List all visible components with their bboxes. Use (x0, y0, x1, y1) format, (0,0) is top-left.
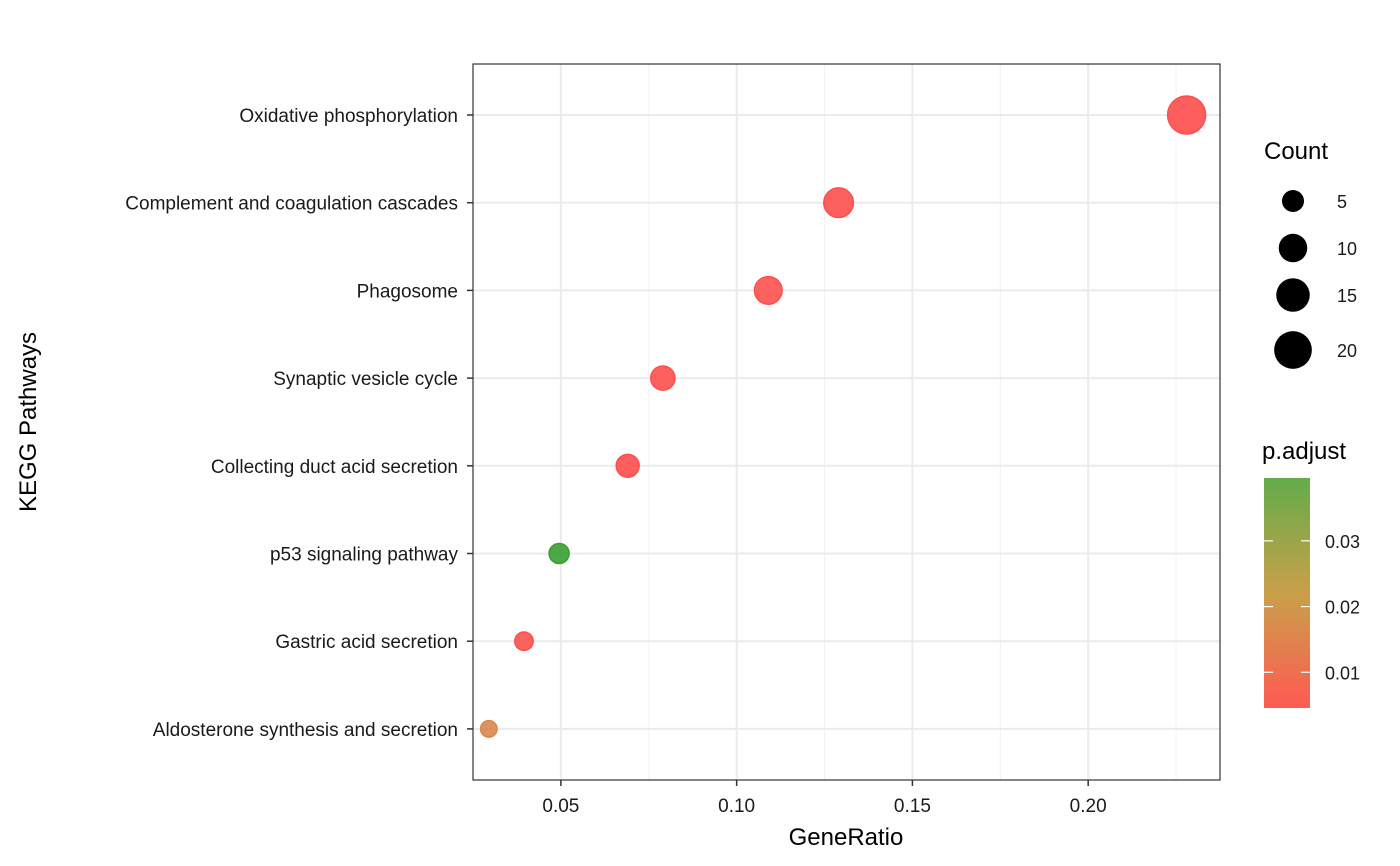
data-point (753, 275, 783, 305)
count-legend-label: 10 (1337, 239, 1357, 259)
data-point (548, 542, 570, 565)
y-axis-title: KEGG Pathways (15, 332, 42, 512)
y-tick-label: Oxidative phosphorylation (239, 106, 458, 127)
count-legend-label: 15 (1337, 286, 1357, 306)
y-tick-label: Phagosome (357, 281, 458, 302)
y-tick-label: Gastric acid secretion (275, 632, 458, 653)
data-point (649, 365, 676, 391)
y-axis: Oxidative phosphorylation Complement and … (125, 106, 473, 741)
p-adjust-legend-label: 0.01 (1325, 663, 1360, 683)
x-axis-title: GeneRatio (789, 824, 904, 851)
x-tick-label: 0.10 (718, 796, 755, 817)
count-legend-key (1274, 331, 1312, 369)
count-legend-label: 5 (1337, 192, 1347, 212)
p-adjust-legend-label: 0.03 (1325, 532, 1360, 552)
y-tick-label: Collecting duct acid secretion (211, 457, 458, 478)
count-legend-title: Count (1264, 138, 1328, 165)
p-adjust-legend: p.adjust 0.01 0.02 0.03 (1262, 438, 1360, 708)
data-point (514, 631, 534, 652)
panel-border (472, 63, 1221, 781)
data-point (823, 187, 855, 219)
y-tick-label: Synaptic vesicle cycle (273, 369, 458, 390)
p-adjust-colorbar (1264, 478, 1310, 708)
count-legend-label: 20 (1337, 341, 1357, 361)
y-tick-label: Complement and coagulation cascades (125, 194, 458, 215)
x-axis: 0.05 0.10 0.15 0.20 (542, 780, 1107, 817)
x-tick-label: 0.20 (1070, 796, 1107, 817)
count-legend-key (1276, 278, 1310, 312)
count-legend-key (1278, 233, 1308, 263)
y-tick-label: Aldosterone synthesis and secretion (153, 720, 458, 741)
count-legend: Count 5 10 15 20 (1264, 138, 1357, 369)
count-legend-key (1281, 189, 1305, 213)
x-tick-label: 0.05 (542, 796, 579, 817)
x-tick-label: 0.15 (894, 796, 931, 817)
p-adjust-legend-label: 0.02 (1325, 598, 1360, 618)
data-point (479, 719, 498, 738)
data-point (1166, 95, 1207, 135)
data-point (615, 453, 640, 479)
data-points (479, 95, 1207, 738)
y-tick-label: p53 signaling pathway (270, 545, 459, 566)
p-adjust-legend-title: p.adjust (1262, 438, 1346, 465)
